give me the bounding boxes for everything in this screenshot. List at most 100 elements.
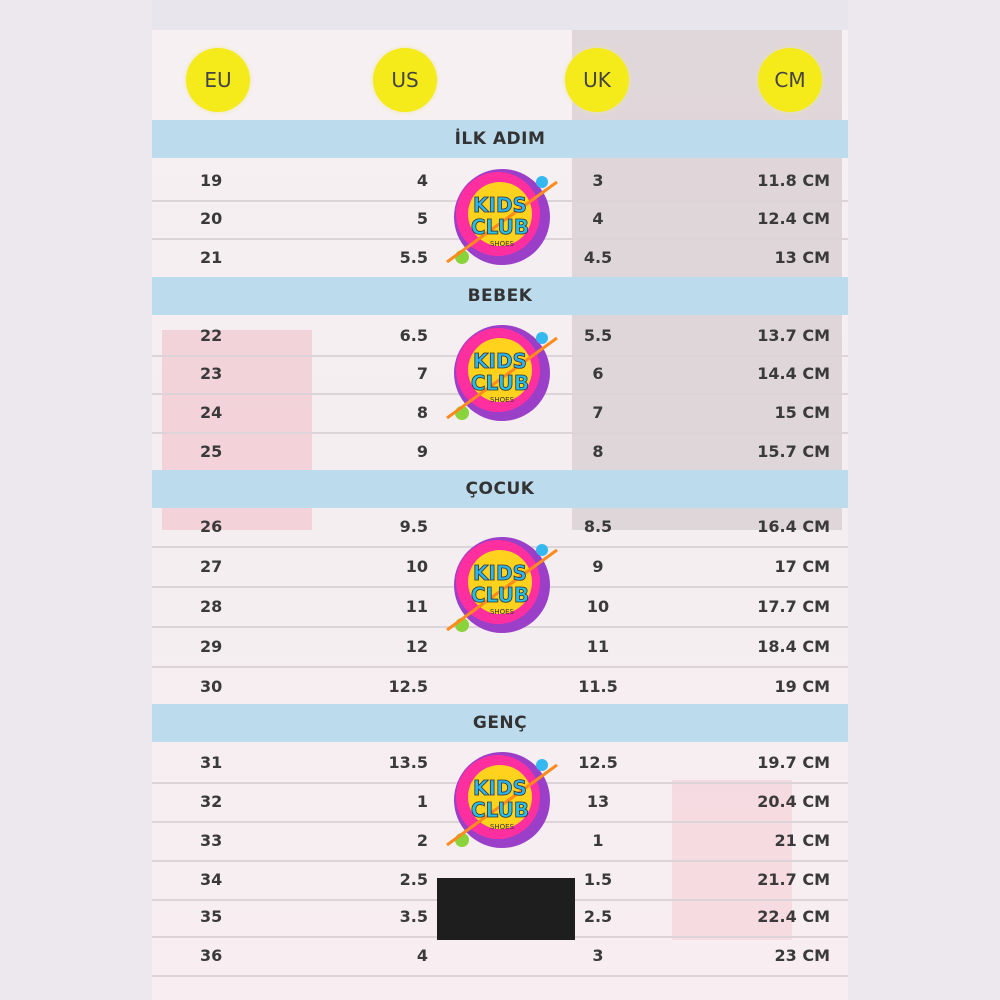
cell-cm: 18.4 CM [757,637,830,656]
svg-text:CLUB: CLUB [471,215,529,239]
header-eu: EU [186,48,250,112]
cell-cm: 22.4 CM [757,907,830,926]
cell-eu: 30 [200,677,223,696]
cell-us: 6.5 [399,326,428,345]
cell-us: 9 [416,442,428,461]
svg-text:KIDS: KIDS [473,776,527,800]
cell-uk: 4 [592,209,604,228]
cell-uk: 5.5 [583,326,613,345]
cell-cm: 13.7 CM [757,326,830,345]
svg-text:KIDS: KIDS [473,349,527,373]
cell-uk: 6 [592,364,604,383]
table-row: 24 8 7 15 CM [152,393,848,434]
cell-us: 8 [416,403,428,422]
table-row: 33 2 1 21 CM [152,821,848,862]
header-uk: UK [565,48,629,112]
table-row: 29 12 11 18.4 CM [152,627,848,668]
cell-eu: 26 [200,517,223,536]
section-title: İLK ADIM [454,129,546,149]
section-band: İLK ADIM [152,120,848,158]
cell-cm: 15.7 CM [757,442,830,461]
table-row: 36 4 3 23 CM [152,936,848,977]
cell-us: 13.5 [388,753,428,772]
section-band: BEBEK [152,277,848,315]
section-title: GENÇ [472,713,528,733]
cell-us: 11 [405,597,428,616]
cell-uk: 7 [592,403,604,422]
cell-cm: 19.7 CM [757,753,830,772]
cell-uk: 11 [586,637,610,656]
cell-uk: 8.5 [583,517,613,536]
cell-eu: 27 [200,557,223,576]
cell-cm: 21.7 CM [757,870,830,889]
cell-uk: 8 [592,442,604,461]
cell-cm: 15 CM [774,403,831,422]
cell-eu: 20 [200,209,223,228]
cell-us: 10 [405,557,428,576]
table-row: 30 12.5 11.5 19 CM [152,667,848,708]
cell-cm: 12.4 CM [757,209,830,228]
cell-cm: 19 CM [774,677,831,696]
svg-text:SHOES: SHOES [490,608,515,616]
cell-cm: 23 CM [774,946,831,965]
cell-uk: 2.5 [583,907,613,926]
cell-eu: 32 [200,792,223,811]
cell-cm: 17 CM [774,557,831,576]
cell-eu: 34 [200,870,223,889]
cell-us: 4 [416,946,428,965]
section-band: GENÇ [152,704,848,742]
cell-us: 2 [416,831,428,850]
svg-text:KIDS: KIDS [473,193,527,217]
cell-cm: 14.4 CM [757,364,830,383]
cell-uk: 4.5 [583,248,613,267]
cell-uk: 3 [592,946,604,965]
table-row: 25 9 8 15.7 CM [152,432,848,473]
cell-cm: 16.4 CM [757,517,830,536]
cell-us: 12.5 [388,677,428,696]
header-cm: CM [758,48,822,112]
cell-us: 2.5 [399,870,428,889]
cell-cm: 11.8 CM [757,171,830,190]
cell-us: 9.5 [399,517,428,536]
section-band: ÇOCUK [152,470,848,508]
cell-us: 5 [416,209,428,228]
cell-eu: 25 [200,442,223,461]
cell-us: 1 [416,792,428,811]
svg-text:CLUB: CLUB [471,371,529,395]
cell-eu: 36 [200,946,223,965]
cell-cm: 17.7 CM [757,597,830,616]
cell-uk: 9 [592,557,604,576]
svg-text:SHOES: SHOES [490,240,515,248]
cell-eu: 28 [200,597,223,616]
cell-uk: 1.5 [583,870,613,889]
cell-us: 5.5 [399,248,428,267]
cell-us: 3.5 [399,907,428,926]
svg-text:SHOES: SHOES [490,396,515,404]
svg-text:CLUB: CLUB [471,583,529,607]
cell-cm: 13 CM [774,248,831,267]
cell-cm: 21 CM [774,831,831,850]
svg-text:KIDS: KIDS [473,561,527,585]
cell-eu: 33 [200,831,223,850]
cell-uk: 13 [586,792,610,811]
cell-uk: 12.5 [578,753,618,772]
cell-eu: 24 [200,403,223,422]
size-chart: EU US UK CM İLK ADIM 19 4 3 11.8 CM 20 5 4 12.4 … [152,0,848,1000]
cell-us: 4 [416,171,428,190]
cell-eu: 19 [200,171,223,190]
svg-text:CLUB: CLUB [471,798,529,822]
redaction-box [437,878,575,940]
cell-uk: 10 [586,597,610,616]
cell-eu: 23 [200,364,223,383]
header-us: US [373,48,437,112]
section-title: BEBEK [467,286,533,306]
cell-eu: 31 [200,753,223,772]
cell-cm: 20.4 CM [757,792,830,811]
section-title: ÇOCUK [465,479,535,499]
cell-eu: 29 [200,637,223,656]
cell-uk: 11.5 [578,677,618,696]
cell-uk: 1 [592,831,604,850]
svg-text:SHOES: SHOES [490,823,515,831]
